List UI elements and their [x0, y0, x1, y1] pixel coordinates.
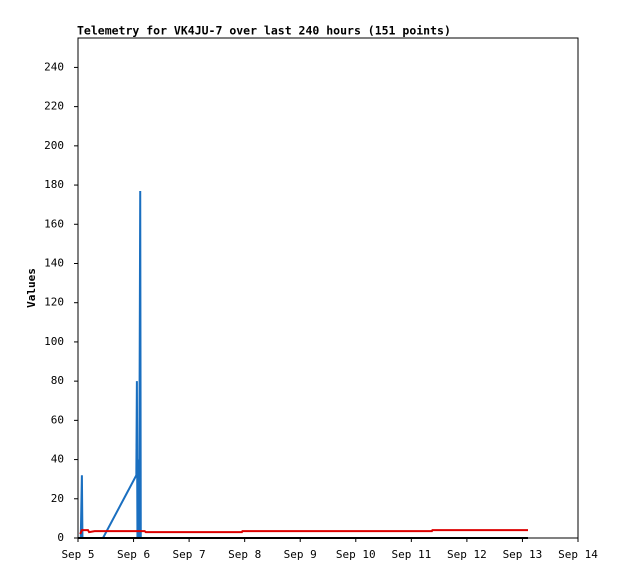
chart-title: Telemetry for VK4JU-7 over last 240 hour…	[77, 24, 451, 38]
x-tick-label: Sep 8	[228, 548, 261, 561]
x-tick-label: Sep 7	[173, 548, 206, 561]
x-tick-label: Sep 13	[503, 548, 543, 561]
x-tick-label: Sep 10	[336, 548, 376, 561]
y-tick-label: 140	[44, 256, 64, 269]
x-tick-label: Sep 14	[558, 548, 598, 561]
series-line	[79, 529, 528, 535]
y-axis-label: Values	[25, 268, 38, 308]
y-tick-label: 40	[51, 453, 64, 466]
y-tick-label: 120	[44, 296, 64, 309]
y-tick-label: 100	[44, 335, 64, 348]
y-tick-label: 180	[44, 178, 64, 191]
y-tick-label: 80	[51, 374, 64, 387]
y-tick-label: 200	[44, 139, 64, 152]
y-tick-label: 220	[44, 100, 64, 113]
y-tick-label: 240	[44, 60, 64, 73]
y-tick-label: 60	[51, 413, 64, 426]
x-tick-label: Sep 9	[284, 548, 317, 561]
x-tick-label: Sep 6	[117, 548, 150, 561]
y-tick-label: 160	[44, 217, 64, 230]
y-tick-label: 0	[57, 531, 64, 544]
x-tick-label: Sep 12	[447, 548, 487, 561]
y-tick-label: 20	[51, 492, 64, 505]
x-tick-label: Sep 5	[61, 548, 94, 561]
series-line	[79, 190, 528, 539]
x-tick-label: Sep 11	[391, 548, 431, 561]
